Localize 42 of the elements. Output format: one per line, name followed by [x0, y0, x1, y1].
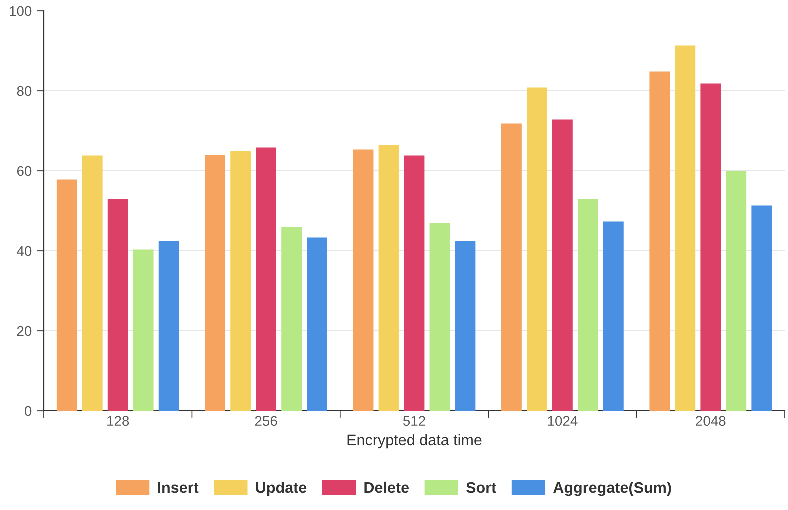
bar [752, 206, 772, 411]
y-tick-label: 100 [10, 6, 32, 16]
bar [205, 155, 226, 411]
x-tick-label: 1024 [548, 416, 578, 426]
bar [578, 199, 598, 411]
bar [82, 156, 103, 411]
y-tick-label: 80 [17, 86, 32, 96]
legend-label: Aggregate(Sum) [554, 482, 672, 496]
bar [700, 84, 722, 411]
bar [256, 148, 276, 411]
bar [675, 46, 696, 411]
x-axis-title: Encrypted data time [348, 434, 482, 449]
bar [230, 151, 252, 411]
legend-label: Sort [466, 482, 496, 494]
y-tick-label: 20 [17, 326, 32, 336]
bar [133, 250, 154, 411]
bar [108, 199, 128, 411]
bar [552, 120, 573, 411]
x-tick-label: 128 [108, 416, 130, 426]
x-tick-label: 2048 [696, 416, 726, 426]
bar [158, 241, 180, 411]
bar [378, 145, 400, 411]
bar [502, 124, 522, 411]
bar [353, 150, 374, 411]
bar [404, 156, 425, 411]
bar [307, 238, 328, 411]
bar [56, 180, 78, 411]
legend-label: Update [256, 482, 307, 496]
y-tick-label: 0 [25, 406, 32, 416]
bar [455, 241, 476, 411]
legend-label: Delete [364, 482, 410, 494]
y-tick-label: 40 [17, 246, 32, 256]
bar [430, 223, 450, 411]
x-tick-label: 256 [255, 416, 278, 426]
y-tick-label: 60 [17, 166, 32, 176]
bar [603, 222, 624, 411]
bar [282, 227, 302, 411]
x-tick-label: 512 [403, 416, 426, 426]
bar [726, 171, 747, 411]
bar [527, 88, 548, 411]
bar [650, 72, 670, 411]
legend-label: Insert [158, 482, 199, 494]
